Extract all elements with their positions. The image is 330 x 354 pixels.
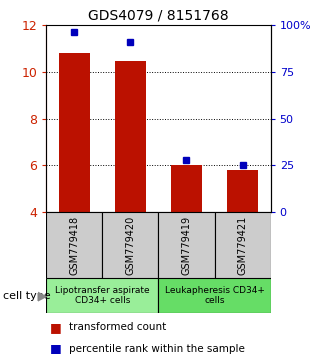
Text: Leukapheresis CD34+
cells: Leukapheresis CD34+ cells [165, 286, 264, 305]
Bar [115, 61, 146, 212]
Text: GSM779421: GSM779421 [238, 216, 248, 275]
Text: GSM779420: GSM779420 [125, 216, 135, 275]
Title: GDS4079 / 8151768: GDS4079 / 8151768 [88, 8, 229, 22]
Text: ■: ■ [50, 342, 61, 354]
Bar [46, 278, 158, 313]
Bar [171, 165, 202, 212]
Bar [102, 212, 158, 278]
Bar [158, 212, 215, 278]
Text: GSM779419: GSM779419 [182, 216, 191, 275]
Bar [227, 170, 258, 212]
Text: GSM779418: GSM779418 [69, 216, 79, 275]
Text: ▶: ▶ [38, 289, 48, 302]
Text: transformed count: transformed count [69, 322, 167, 332]
Text: ■: ■ [50, 321, 61, 334]
Text: cell type: cell type [3, 291, 51, 301]
Text: Lipotransfer aspirate
CD34+ cells: Lipotransfer aspirate CD34+ cells [55, 286, 149, 305]
Bar [46, 212, 102, 278]
Bar [158, 278, 271, 313]
Bar [214, 212, 271, 278]
Text: percentile rank within the sample: percentile rank within the sample [69, 344, 245, 354]
Bar [59, 53, 90, 212]
